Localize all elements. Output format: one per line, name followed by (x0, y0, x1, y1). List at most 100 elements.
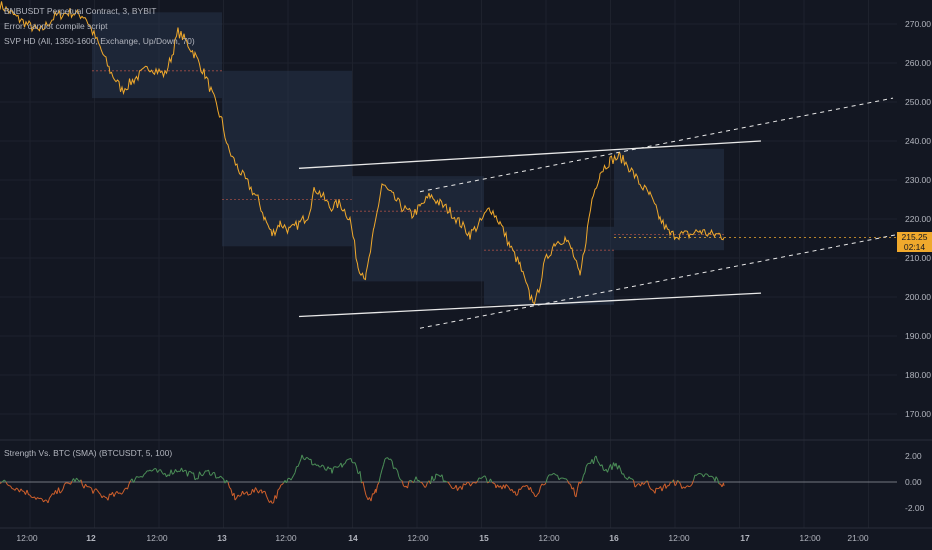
strength-segment (7, 484, 10, 487)
price-axis-label: 250.00 (905, 97, 931, 107)
strength-segment (182, 470, 185, 473)
strength-segment (611, 462, 614, 470)
strength-segment (40, 497, 43, 500)
strength-segment (173, 469, 176, 474)
strength-segment (475, 480, 478, 484)
strength-segment (507, 485, 510, 489)
strength-segment (518, 488, 521, 491)
strength-segment (199, 471, 202, 476)
strength-segment (258, 490, 261, 494)
strength-segment (220, 475, 223, 478)
strength-segment (607, 467, 610, 473)
strength-segment (91, 487, 94, 494)
strength-segment (464, 483, 467, 486)
strength-segment (194, 478, 197, 481)
strength-segment (127, 483, 130, 490)
strength-segment (281, 482, 284, 486)
price-axis-label: 260.00 (905, 58, 931, 68)
strength-segment (531, 491, 534, 494)
strength-segment (575, 488, 578, 498)
strength-segment (341, 464, 344, 468)
strength-segment (176, 470, 179, 473)
strength-segment (133, 479, 136, 483)
strength-segment (229, 487, 232, 490)
strength-segment (155, 468, 158, 473)
strength-segment (344, 460, 347, 464)
strength-segment (685, 485, 688, 488)
strength-segment (221, 477, 224, 480)
strength-segment (148, 469, 151, 472)
strength-segment (694, 474, 697, 477)
price-axis-label: 270.00 (905, 19, 931, 29)
strength-segment (107, 493, 110, 501)
strength-segment (563, 477, 566, 480)
strength-segment (279, 484, 282, 489)
strength-segment (407, 481, 410, 489)
strength-segment (370, 493, 373, 502)
strength-segment (643, 482, 646, 485)
strength-segment (504, 484, 507, 489)
strength-segment (418, 480, 421, 483)
strength-segment (375, 485, 378, 493)
strength-segment (493, 482, 496, 485)
strength-segment (170, 469, 173, 475)
strength-segment (362, 481, 365, 490)
strength-segment (239, 495, 242, 497)
strength-segment (393, 467, 396, 470)
strength-segment (185, 470, 188, 477)
volume-profile-box (222, 70, 352, 247)
strength-segment (333, 466, 336, 468)
strength-segment (128, 480, 131, 485)
channel-trendline[interactable] (298, 140, 762, 169)
strength-segment (20, 488, 23, 492)
strength-segment (535, 494, 538, 497)
strength-segment (293, 472, 296, 476)
strength-segment (98, 492, 101, 495)
strength-segment (665, 485, 668, 489)
strength-segment (433, 478, 436, 482)
strength-segment (520, 486, 523, 490)
strength-segment (240, 490, 243, 496)
time-axis-label: 16 (609, 533, 619, 543)
strength-axis-label: 0.00 (905, 477, 922, 487)
strength-segment (381, 464, 384, 470)
strength-segment (640, 482, 643, 487)
strength-segment (463, 483, 466, 486)
strength-segment (140, 476, 143, 478)
strength-segment (453, 487, 456, 490)
strength-segment (277, 488, 280, 491)
strength-segment (214, 472, 217, 479)
strength-segment (544, 482, 547, 485)
strength-segment (585, 463, 588, 468)
strength-segment (326, 466, 329, 471)
strength-segment (410, 479, 413, 482)
strength-segment (461, 483, 464, 490)
strength-segment (29, 494, 32, 498)
strength-segment (403, 485, 406, 488)
strength-segment (380, 469, 383, 476)
last-price-tag[interactable]: 215.25 02:14 (897, 232, 932, 252)
projected-trendline[interactable] (419, 234, 898, 329)
time-axis-label: 12:00 (799, 533, 821, 543)
strength-segment (97, 490, 100, 493)
strength-segment (547, 474, 550, 478)
strength-segment (601, 464, 604, 471)
strength-segment (654, 488, 657, 494)
strength-segment (242, 490, 245, 495)
strength-segment (200, 474, 203, 477)
strength-segment (103, 495, 106, 498)
projected-trendline[interactable] (419, 97, 894, 193)
time-axis-label: 12:00 (275, 533, 297, 543)
strength-segment (149, 469, 152, 472)
strength-segment (290, 477, 293, 481)
price-axis-label: 180.00 (905, 370, 931, 380)
strength-segment (286, 478, 289, 483)
channel-trendline[interactable] (298, 292, 762, 318)
strength-segment (538, 486, 541, 493)
strength-segment (517, 488, 520, 496)
strength-segment (541, 483, 544, 486)
strength-segment (291, 475, 294, 479)
strength-segment (64, 482, 67, 485)
strength-segment (483, 475, 486, 477)
